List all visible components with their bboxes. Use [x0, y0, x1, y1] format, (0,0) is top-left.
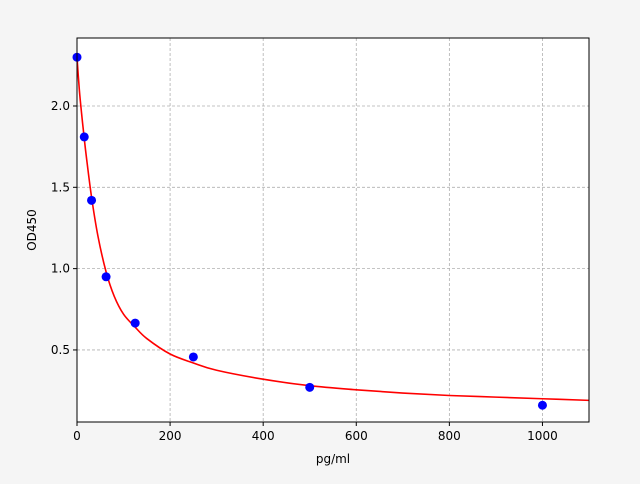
- data-point: [305, 382, 315, 392]
- x-tick-label: 400: [252, 429, 275, 443]
- plot-frame: [76, 37, 590, 423]
- y-tick-label: 1.0: [51, 262, 70, 276]
- x-tick-label: 1000: [527, 429, 558, 443]
- data-point: [537, 400, 547, 410]
- ticks: 0 200 400 600 800 1000 0.5 1.0 1.5 2.0: [51, 99, 558, 443]
- data-points-layer: [72, 52, 547, 410]
- plot-background: [77, 38, 589, 422]
- y-axis-label: OD450: [25, 209, 39, 251]
- x-tick-label: 800: [438, 429, 461, 443]
- y-tick-label: 2.0: [51, 99, 70, 113]
- x-axis-label: pg/ml: [316, 452, 350, 466]
- x-tick-label: 600: [345, 429, 368, 443]
- data-point: [87, 195, 97, 205]
- y-tick-label: 1.5: [51, 180, 70, 194]
- y-tick-label: 0.5: [51, 343, 70, 357]
- data-point: [130, 318, 140, 328]
- data-point: [188, 352, 198, 362]
- data-point: [79, 132, 89, 142]
- x-tick-label: 200: [159, 429, 182, 443]
- data-point: [101, 272, 111, 282]
- fit-curve-layer: [77, 57, 589, 402]
- x-tick-label: 0: [73, 429, 81, 443]
- fit-curve: [77, 57, 589, 402]
